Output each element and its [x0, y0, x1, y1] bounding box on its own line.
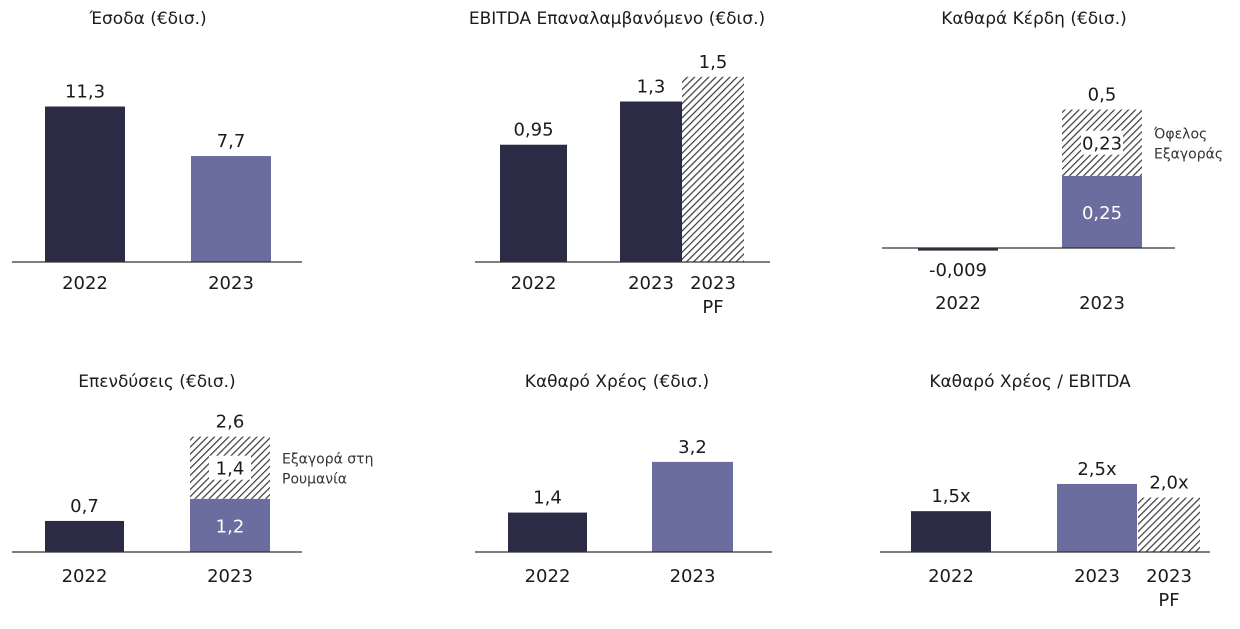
bar-stack-base — [1062, 175, 1142, 248]
bar — [918, 248, 998, 251]
data-label: 2,0x — [1149, 473, 1189, 494]
chart-title: Καθαρό Χρέος (€δισ.) — [525, 372, 709, 392]
chart-panel-1: Έσοδα (€δισ.) 11,3 2022 7,7 2023 — [12, 9, 302, 294]
data-label: 3,2 — [678, 437, 707, 458]
stack-base-label: 1,2 — [216, 516, 245, 537]
data-label: 7,7 — [217, 131, 246, 152]
chart-panel-3: Καθαρά Κέρδη (€δισ.) -0,009 2022 0,25 0,23 0,… — [882, 9, 1223, 314]
stack-top-label: 1,4 — [216, 459, 245, 480]
data-label: 11,3 — [65, 82, 105, 103]
category-label: 2023 — [1146, 566, 1192, 587]
stack-annotation: Εξαγορά στη — [282, 452, 373, 468]
stack-annotation: Εξαγοράς — [1154, 147, 1223, 163]
data-label: 2,6 — [216, 412, 245, 433]
category-label: 2023 — [207, 566, 253, 587]
category-label: 2022 — [525, 566, 571, 587]
data-label: 0,7 — [70, 496, 99, 517]
category-label: 2022 — [511, 273, 557, 294]
data-label: 1,4 — [533, 488, 562, 509]
bar — [191, 156, 271, 262]
chart-title: EBITDA Επαναλαμβανόμενο (€δισ.) — [469, 9, 765, 29]
category-label: 2022 — [62, 273, 108, 294]
category-label: 2022 — [62, 566, 108, 587]
bar — [45, 106, 125, 263]
chart-title: Έσοδα (€δισ.) — [88, 9, 206, 29]
bar — [682, 76, 744, 262]
chart-title: Επενδύσεις (€δισ.) — [78, 372, 235, 392]
bar — [620, 101, 682, 263]
chart-panel-5: Καθαρό Χρέος (€δισ.) 1,4 2022 3,2 2023 — [475, 372, 772, 587]
chart-panel-2: EBITDA Επαναλαμβανόμενο (€δισ.) 0,95 2022 1… — [469, 9, 770, 318]
chart-title: Καθαρά Κέρδη (€δισ.) — [941, 9, 1126, 29]
chart-panel-4: Επενδύσεις (€δισ.) 0,7 2022 1,2 1,4 2,6 Εξαγορ… — [12, 372, 373, 587]
data-label: 1,5x — [931, 486, 971, 507]
category-label: 2023 — [670, 566, 716, 587]
stack-top-label-box — [1081, 130, 1123, 155]
data-label: 1,5 — [699, 52, 728, 73]
bar — [1057, 483, 1137, 552]
bar — [500, 144, 567, 262]
category-label: 2022 — [935, 293, 981, 314]
bar — [911, 511, 991, 552]
category-label: 2023 — [1079, 293, 1125, 314]
chart-title: Καθαρό Χρέος / EBITDA — [929, 372, 1131, 392]
bar — [45, 520, 124, 552]
data-label: -0,009 — [929, 260, 987, 281]
stack-annotation: Ρουμανία — [282, 472, 347, 488]
chart-panel-6: Καθαρό Χρέος / EBITDA 1,5x 2022 2,5x 2023 2,0… — [880, 372, 1210, 611]
stack-top-label: 0,23 — [1082, 134, 1122, 155]
category-label: 2023 — [208, 273, 254, 294]
data-label: 1,3 — [637, 77, 666, 98]
stack-base-label: 0,25 — [1082, 203, 1122, 224]
stack-top-label-box — [209, 455, 251, 480]
bar — [1138, 497, 1200, 552]
data-label: 0,95 — [513, 120, 553, 141]
category-label: 2023 — [690, 273, 736, 294]
bar — [652, 461, 733, 552]
bar — [508, 512, 587, 552]
bar-stack-base — [190, 498, 270, 552]
category-label: PF — [1158, 590, 1179, 611]
stack-annotation: Όφελος — [1153, 127, 1207, 143]
data-label: 2,5x — [1077, 459, 1117, 480]
category-label: 2023 — [628, 273, 674, 294]
category-label: PF — [702, 297, 723, 318]
category-label: 2022 — [928, 566, 974, 587]
category-label: 2023 — [1074, 566, 1120, 587]
data-label: 0,5 — [1088, 85, 1117, 106]
